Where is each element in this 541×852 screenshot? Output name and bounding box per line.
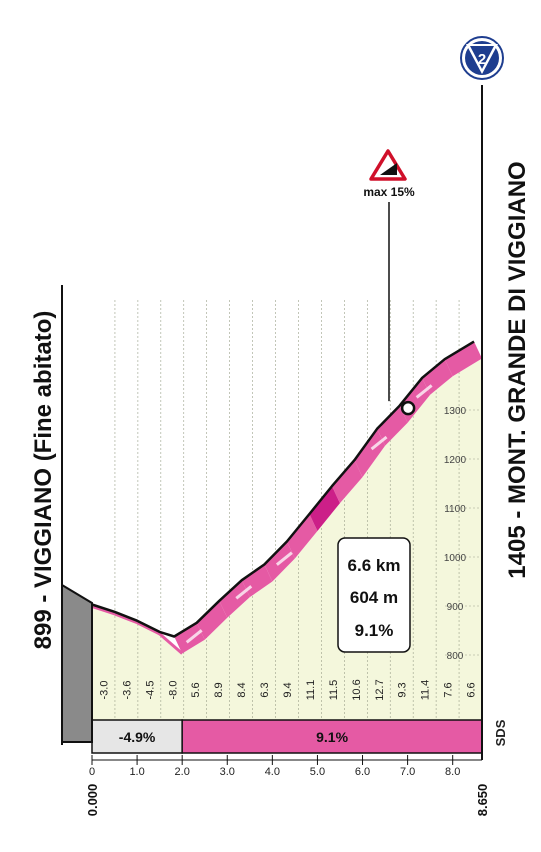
x-end-label: 8.650 [475,784,490,817]
gradient-band-label: 9.1% [316,729,348,745]
climb-ribbon-segment [377,405,408,446]
segment-gradient-label: 11.4 [420,680,432,701]
y-axis: 800 900 1000 1100 1200 1300 [444,406,467,662]
climb-ribbon-segment [174,622,205,654]
segment-gradient-label: 6.6 [466,682,478,697]
segment-gradient-label: 6.3 [259,682,271,697]
stats-distance: 6.6 km [348,556,401,575]
y-tick-label: 1200 [444,455,467,466]
gradient-band-layer: -4.9% 9.1% [91,719,483,754]
y-tick-label: 1300 [444,406,467,417]
descent-line [136,621,161,636]
segment-gradient-label: 5.6 [190,682,202,697]
x-tick-label: 7.0 [400,766,415,778]
ribbon-stripe [370,435,388,451]
climb-ribbon-layer [91,340,482,655]
y-tick-label: 800 [447,651,464,662]
segment-gradient-label: 10.6 [351,679,363,700]
x-tick-label: 1.0 [129,766,144,778]
climb-ribbon-segment [196,600,228,640]
segment-gradient-label: -8.0 [167,681,179,700]
ribbon-stripe [235,585,253,600]
segment-gradient-label: 11.1 [305,680,317,701]
descent-line [158,632,184,655]
segment-gradient-label: 8.9 [213,682,225,697]
slope-glyph [380,163,397,175]
max-gradient-label: max 15% [363,185,415,199]
profile-area [92,358,482,720]
segment-gradient-label: 9.3 [397,682,409,697]
profile-area-layer [92,358,482,720]
x-tick-label: 5.0 [310,766,325,778]
segment-gradient-label: 9.4 [282,682,294,697]
start-block [61,583,93,743]
segment-gradient-label: 12.7 [374,679,386,700]
ribbon-stripe [185,629,203,644]
segment-gradient-layer: -3.0 -3.6 -4.5 -8.0 5.6 8.9 8.4 6.3 9.4 11.1 11.5 1… [98,679,477,700]
climb-ribbon-segment [331,460,363,504]
descent-line [113,612,138,625]
profile-top-outline [91,340,475,638]
x-axis: 0 1.0 2.0 3.0 4.0 5.0 6.0 7.0 8.0 0.000 8.650 [85,755,490,816]
max-gradient-marker [400,400,416,416]
segment-gradient-label: 8.4 [236,682,248,697]
descent-line [91,605,116,616]
y-tick-label: 1100 [444,504,466,515]
segment-gradient-label: 11.5 [328,680,340,701]
y-tick-label: 1000 [444,553,467,564]
climb-ribbon-segment [354,428,386,478]
x-tick-label: 6.0 [355,766,370,778]
category-badge-icon: 2 [460,36,504,80]
climb-ribbon-segment [219,580,250,618]
x-tick-label: 2.0 [175,766,190,778]
finish-label: 1405 - MONT. GRANDE DI VIGGIANO [504,161,531,578]
ribbon-stripe [415,384,433,399]
gradient-band-label: -4.9% [119,729,156,745]
ribbon-stripe [275,551,293,566]
x-tick-label: 8.0 [445,766,460,778]
segment-gradient-label: -4.5 [144,681,156,700]
x-tick-label: 4.0 [265,766,280,778]
climb-ribbon-segment [309,486,340,532]
x-tick-label: 0 [89,766,95,778]
max-gradient-sign: max 15% [363,149,416,416]
x-start-label: 0.000 [85,784,100,817]
climb-ribbon-segment [444,341,482,377]
stats-gradient: 9.1% [355,621,394,640]
stats-gain: 604 m [350,588,398,607]
category-badge-number: 2 [478,51,486,68]
sponsor-logo: SDS [493,719,508,746]
climb-ribbon-segment [286,514,318,559]
x-tick-label: 3.0 [220,766,235,778]
segment-gradient-label: -3.0 [98,681,110,700]
stats-box: 6.6 km 604 m 9.1% [337,537,411,653]
segment-gradient-label: -3.6 [121,681,133,700]
segment-gradient-label: 7.6 [443,682,455,697]
y-tick-label: 900 [447,602,464,613]
start-label: 899 - VIGGIANO (Fine abitato) [30,311,57,650]
